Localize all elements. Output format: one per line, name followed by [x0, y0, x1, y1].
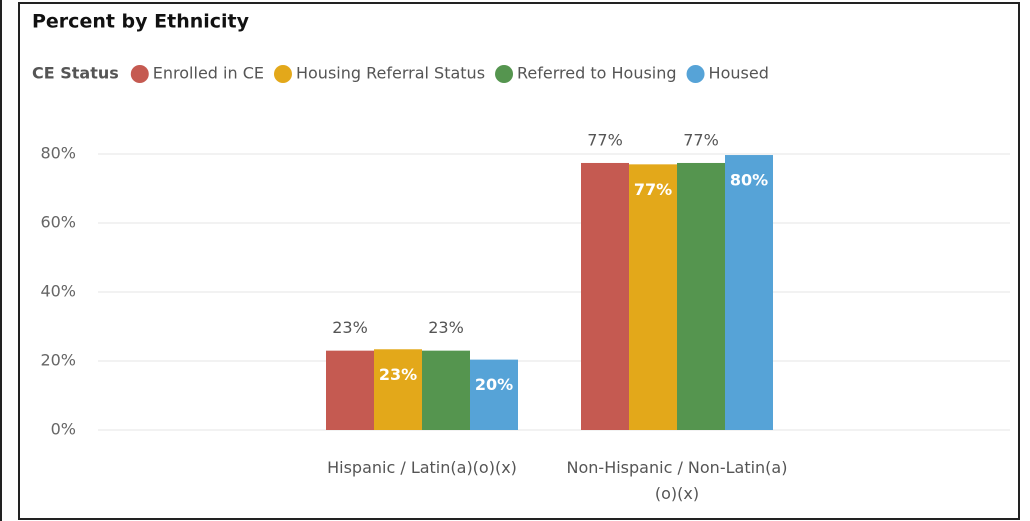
- bar: [422, 350, 470, 430]
- legend-swatch: [495, 65, 514, 83]
- card-border: [18, 2, 1020, 520]
- y-tick-label: 20%: [40, 351, 76, 370]
- legend-title: CE Status: [32, 64, 119, 83]
- data-label: 23%: [332, 318, 368, 337]
- bar: [374, 349, 422, 430]
- data-label: 77%: [587, 130, 623, 149]
- data-label: 23%: [428, 318, 464, 337]
- y-tick-label: 0%: [51, 420, 76, 439]
- legend-swatch: [686, 65, 705, 83]
- legend-swatch: [130, 65, 149, 83]
- bar: [629, 164, 677, 430]
- data-label: 77%: [634, 180, 672, 199]
- data-label: 20%: [475, 375, 513, 394]
- legend-label: Referred to Housing: [517, 64, 677, 83]
- data-label: 77%: [683, 130, 719, 149]
- bar: [326, 350, 374, 430]
- legend-swatch: [273, 65, 292, 83]
- x-tick-label: Hispanic / Latin(a)(o)(x): [327, 458, 517, 477]
- x-tick-label: Non-Hispanic / Non-Latin(a)(o)(x): [566, 458, 788, 503]
- chart-title: Percent by Ethnicity: [32, 11, 250, 33]
- legend-label: Housing Referral Status: [296, 64, 485, 83]
- bar: [470, 359, 518, 430]
- y-tick-label: 40%: [40, 282, 76, 301]
- y-tick-label: 60%: [40, 213, 76, 232]
- data-label: 23%: [379, 365, 417, 384]
- bar: [581, 162, 629, 430]
- bar: [677, 162, 725, 430]
- bar: [725, 155, 773, 430]
- data-label: 80%: [730, 171, 768, 190]
- y-tick-label: 80%: [40, 144, 76, 163]
- legend-label: Enrolled in CE: [153, 64, 264, 83]
- legend-label: Housed: [709, 64, 769, 83]
